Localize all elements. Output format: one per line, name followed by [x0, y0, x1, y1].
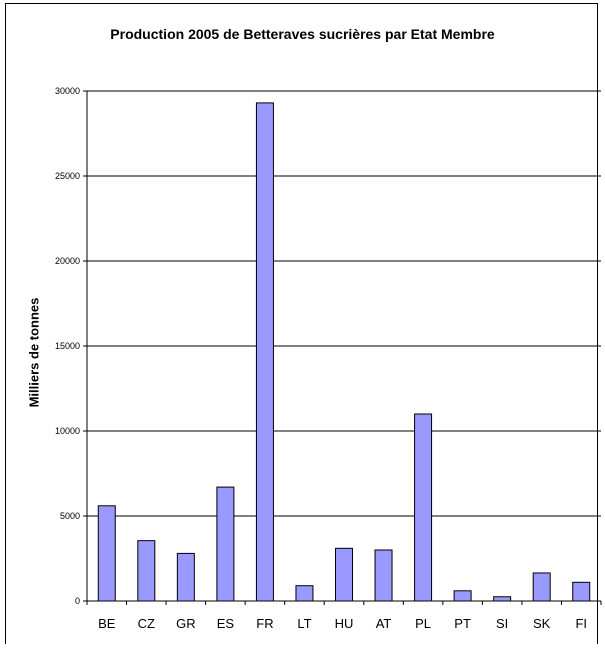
x-tick-label: ES: [217, 616, 235, 631]
y-tick-label: 25000: [55, 171, 80, 181]
bar-cz: [138, 541, 155, 601]
x-tick-label: FI: [575, 616, 587, 631]
bar-at: [375, 550, 392, 601]
x-tick-label: HU: [335, 616, 354, 631]
x-tick-label: SK: [533, 616, 551, 631]
bar-be: [98, 506, 115, 601]
x-tick-label: LT: [297, 616, 311, 631]
x-tick-label: PT: [454, 616, 471, 631]
bar-lt: [296, 586, 313, 601]
x-tick-label: CZ: [138, 616, 155, 631]
y-tick-label: 30000: [55, 86, 80, 96]
y-tick-label: 0: [75, 596, 80, 606]
x-tick-label: AT: [376, 616, 392, 631]
bar-si: [494, 597, 511, 601]
bar-fi: [573, 582, 590, 601]
bar-sk: [533, 573, 550, 601]
y-tick-label: 15000: [55, 341, 80, 351]
bar-es: [217, 487, 234, 601]
x-tick-label: GR: [176, 616, 196, 631]
x-tick-label: BE: [98, 616, 116, 631]
y-tick-label: 5000: [60, 511, 80, 521]
bar-pl: [415, 414, 432, 601]
bar-gr: [177, 553, 194, 601]
x-tick-label: PL: [415, 616, 431, 631]
y-tick-label: 20000: [55, 256, 80, 266]
bar-pt: [454, 591, 471, 601]
bar-hu: [335, 548, 352, 601]
x-tick-label: SI: [496, 616, 508, 631]
y-tick-label: 10000: [55, 426, 80, 436]
x-tick-label: FR: [256, 616, 273, 631]
bar-fr: [256, 103, 273, 601]
